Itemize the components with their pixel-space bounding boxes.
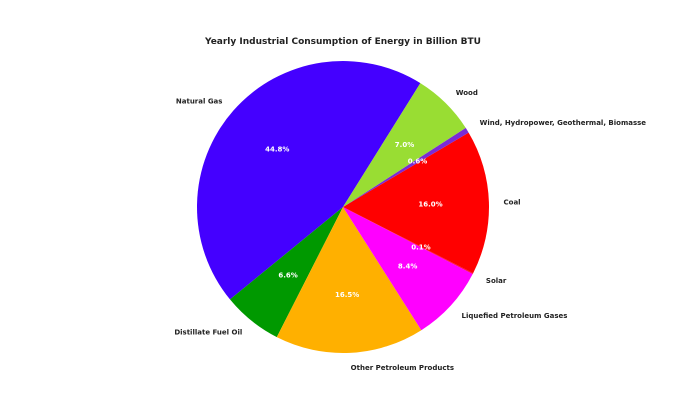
pie-slices: [196, 60, 490, 353]
slice-label-liquefied-petroleum-gases: Liquefied Petroleum Gases: [462, 312, 568, 320]
pie-slice-liquefied-petroleum-gases: [343, 207, 473, 331]
slice-pct-natural-gas: 44.8%: [265, 146, 289, 154]
pie-slice-wind-hydropower-geothermal-biomasse: [343, 127, 469, 207]
slice-pct-wind-hydropower-geothermal-biomasse: 0.6%: [408, 157, 427, 165]
pie-labels: Natural Gas 44.8% Distillate Fuel Oil 6.6% O…: [174, 89, 646, 372]
slice-label-coal: Coal: [504, 198, 521, 206]
pie-slice-wood: [343, 83, 466, 207]
slice-label-natural-gas: Natural Gas: [176, 97, 223, 105]
slice-pct-solar: 0.1%: [411, 243, 430, 251]
pie-slice-distillate-fuel-oil: [229, 207, 343, 338]
slice-pct-coal: 16.0%: [418, 201, 442, 209]
chart-title: Yearly Industrial Consumption of Energy …: [204, 37, 481, 47]
slice-pct-other-petroleum-products: 16.5%: [335, 291, 359, 299]
slice-pct-liquefied-petroleum-gases: 8.4%: [398, 263, 417, 271]
pie-slice-solar: [343, 207, 474, 275]
slice-label-distillate-fuel-oil: Distillate Fuel Oil: [174, 329, 242, 337]
pie-slice-other-petroleum-products: [276, 207, 422, 353]
slice-label-wood: Wood: [456, 89, 478, 97]
slice-label-wind-hydropower-geothermal-biomasse: Wind, Hydropower, Geothermal, Biomasse: [480, 119, 647, 127]
pie-slice-coal: [343, 132, 490, 274]
slice-label-solar: Solar: [486, 277, 507, 285]
slice-pct-distillate-fuel-oil: 6.6%: [278, 272, 297, 280]
pie-slice-natural-gas: [196, 60, 421, 300]
slice-label-other-petroleum-products: Other Petroleum Products: [351, 364, 454, 372]
slice-pct-wood: 7.0%: [395, 141, 414, 149]
